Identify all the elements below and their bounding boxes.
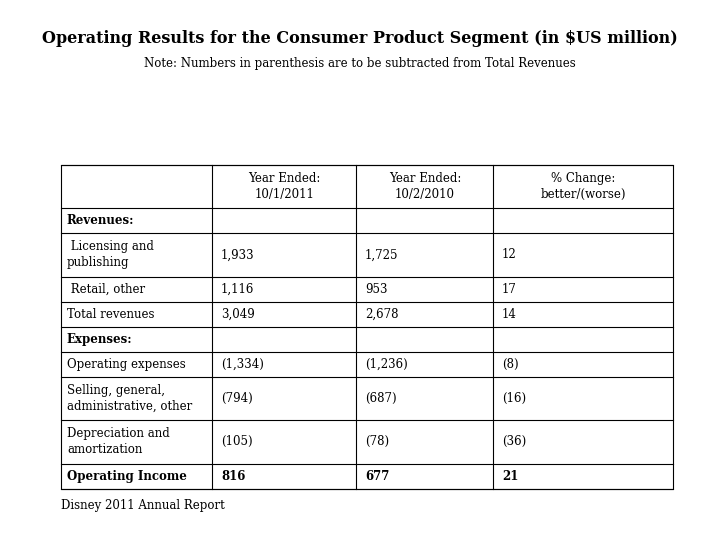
Text: (1,334): (1,334) xyxy=(221,357,264,370)
Text: (1,236): (1,236) xyxy=(365,357,408,370)
Text: Year Ended:
10/2/2010: Year Ended: 10/2/2010 xyxy=(389,172,461,201)
Text: 2,678: 2,678 xyxy=(365,308,399,321)
Text: Operating Income: Operating Income xyxy=(67,470,186,483)
Text: 1,116: 1,116 xyxy=(221,283,254,296)
Text: % Change:
better/(worse): % Change: better/(worse) xyxy=(541,172,626,201)
Text: 17: 17 xyxy=(502,283,517,296)
Text: Year Ended:
10/1/2011: Year Ended: 10/1/2011 xyxy=(248,172,320,201)
Text: 1,725: 1,725 xyxy=(365,248,399,261)
Text: Operating expenses: Operating expenses xyxy=(67,357,186,370)
Text: 1,933: 1,933 xyxy=(221,248,255,261)
Text: (794): (794) xyxy=(221,392,253,405)
Text: Selling, general,
administrative, other: Selling, general, administrative, other xyxy=(67,384,192,413)
Text: (36): (36) xyxy=(502,435,526,448)
Text: Revenues:: Revenues: xyxy=(67,214,135,227)
Text: (16): (16) xyxy=(502,392,526,405)
Text: 3,049: 3,049 xyxy=(221,308,255,321)
Text: Operating Results for the Consumer Product Segment (in $US million): Operating Results for the Consumer Produ… xyxy=(42,30,678,46)
Text: (687): (687) xyxy=(365,392,397,405)
Text: Depreciation and
amortization: Depreciation and amortization xyxy=(67,428,170,456)
Text: 14: 14 xyxy=(502,308,517,321)
Text: Note: Numbers in parenthesis are to be subtracted from Total Revenues: Note: Numbers in parenthesis are to be s… xyxy=(144,57,576,70)
Text: Licensing and
publishing: Licensing and publishing xyxy=(67,240,154,269)
Text: (105): (105) xyxy=(221,435,253,448)
Text: 816: 816 xyxy=(221,470,246,483)
Text: (78): (78) xyxy=(365,435,390,448)
Bar xyxy=(61,165,673,489)
Text: 953: 953 xyxy=(365,283,387,296)
Text: (8): (8) xyxy=(502,357,518,370)
Text: Disney 2011 Annual Report: Disney 2011 Annual Report xyxy=(61,500,225,512)
Text: Retail, other: Retail, other xyxy=(67,283,145,296)
Text: 12: 12 xyxy=(502,248,516,261)
Text: Total revenues: Total revenues xyxy=(67,308,155,321)
Text: 677: 677 xyxy=(365,470,390,483)
Text: Expenses:: Expenses: xyxy=(67,333,132,346)
Text: 21: 21 xyxy=(502,470,518,483)
